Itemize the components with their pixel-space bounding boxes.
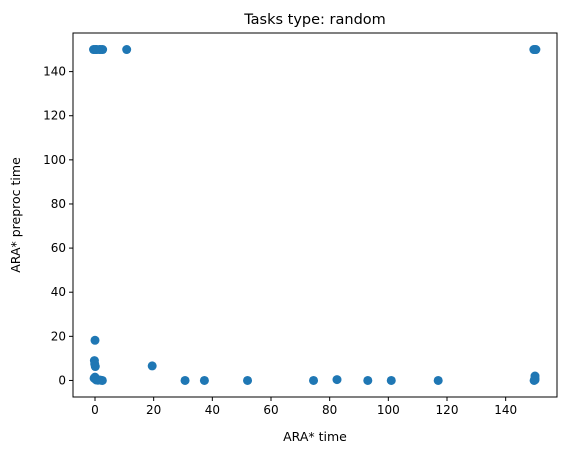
x-tick-label: 20: [146, 403, 161, 417]
x-tick-label: 60: [263, 403, 278, 417]
y-tick-label: 40: [51, 285, 66, 299]
scatter-point: [386, 375, 396, 385]
y-tick-label: 0: [58, 373, 66, 387]
x-axis-label: ARA* time: [283, 429, 347, 444]
scatter-point: [309, 375, 319, 385]
scatter-point: [243, 375, 253, 385]
scatter-point: [90, 335, 100, 345]
y-axis-label: ARA* preproc time: [8, 157, 23, 273]
x-tick-label: 140: [494, 403, 517, 417]
axes-frame: [72, 32, 558, 398]
scatter-point: [98, 45, 108, 55]
scatter-points: [89, 45, 541, 385]
y-tick-label: 140: [43, 65, 66, 79]
scatter-point: [97, 375, 107, 385]
scatter-point: [531, 45, 541, 55]
y-tick-label: 120: [43, 109, 66, 123]
scatter-point: [90, 362, 100, 372]
x-tick-label: 0: [91, 403, 99, 417]
scatter-point: [147, 361, 157, 371]
scatter-point: [180, 375, 190, 385]
chart-title: Tasks type: random: [243, 12, 386, 28]
scatter-point: [363, 375, 373, 385]
y-tick-label: 20: [51, 329, 66, 343]
x-tick-label: 100: [377, 403, 400, 417]
x-tick-label: 80: [322, 403, 337, 417]
x-ticks: 0 20 40 60 80 100 120 140: [91, 397, 517, 417]
scatter-point: [433, 375, 443, 385]
scatter-point: [332, 375, 342, 385]
y-tick-label: 100: [43, 153, 66, 167]
y-tick-label: 60: [51, 241, 66, 255]
scatter-point: [529, 375, 539, 385]
scatter-point: [199, 375, 209, 385]
plot-area: 0 20 40 60 80 100 120 140 0 20 40 60 80 100 120 140: [43, 32, 558, 417]
x-tick-label: 120: [436, 403, 459, 417]
x-tick-label: 40: [205, 403, 220, 417]
y-ticks: 0 20 40 60 80 100 120 140: [43, 65, 73, 387]
y-tick-label: 80: [51, 197, 66, 211]
scatter-point: [122, 45, 132, 55]
